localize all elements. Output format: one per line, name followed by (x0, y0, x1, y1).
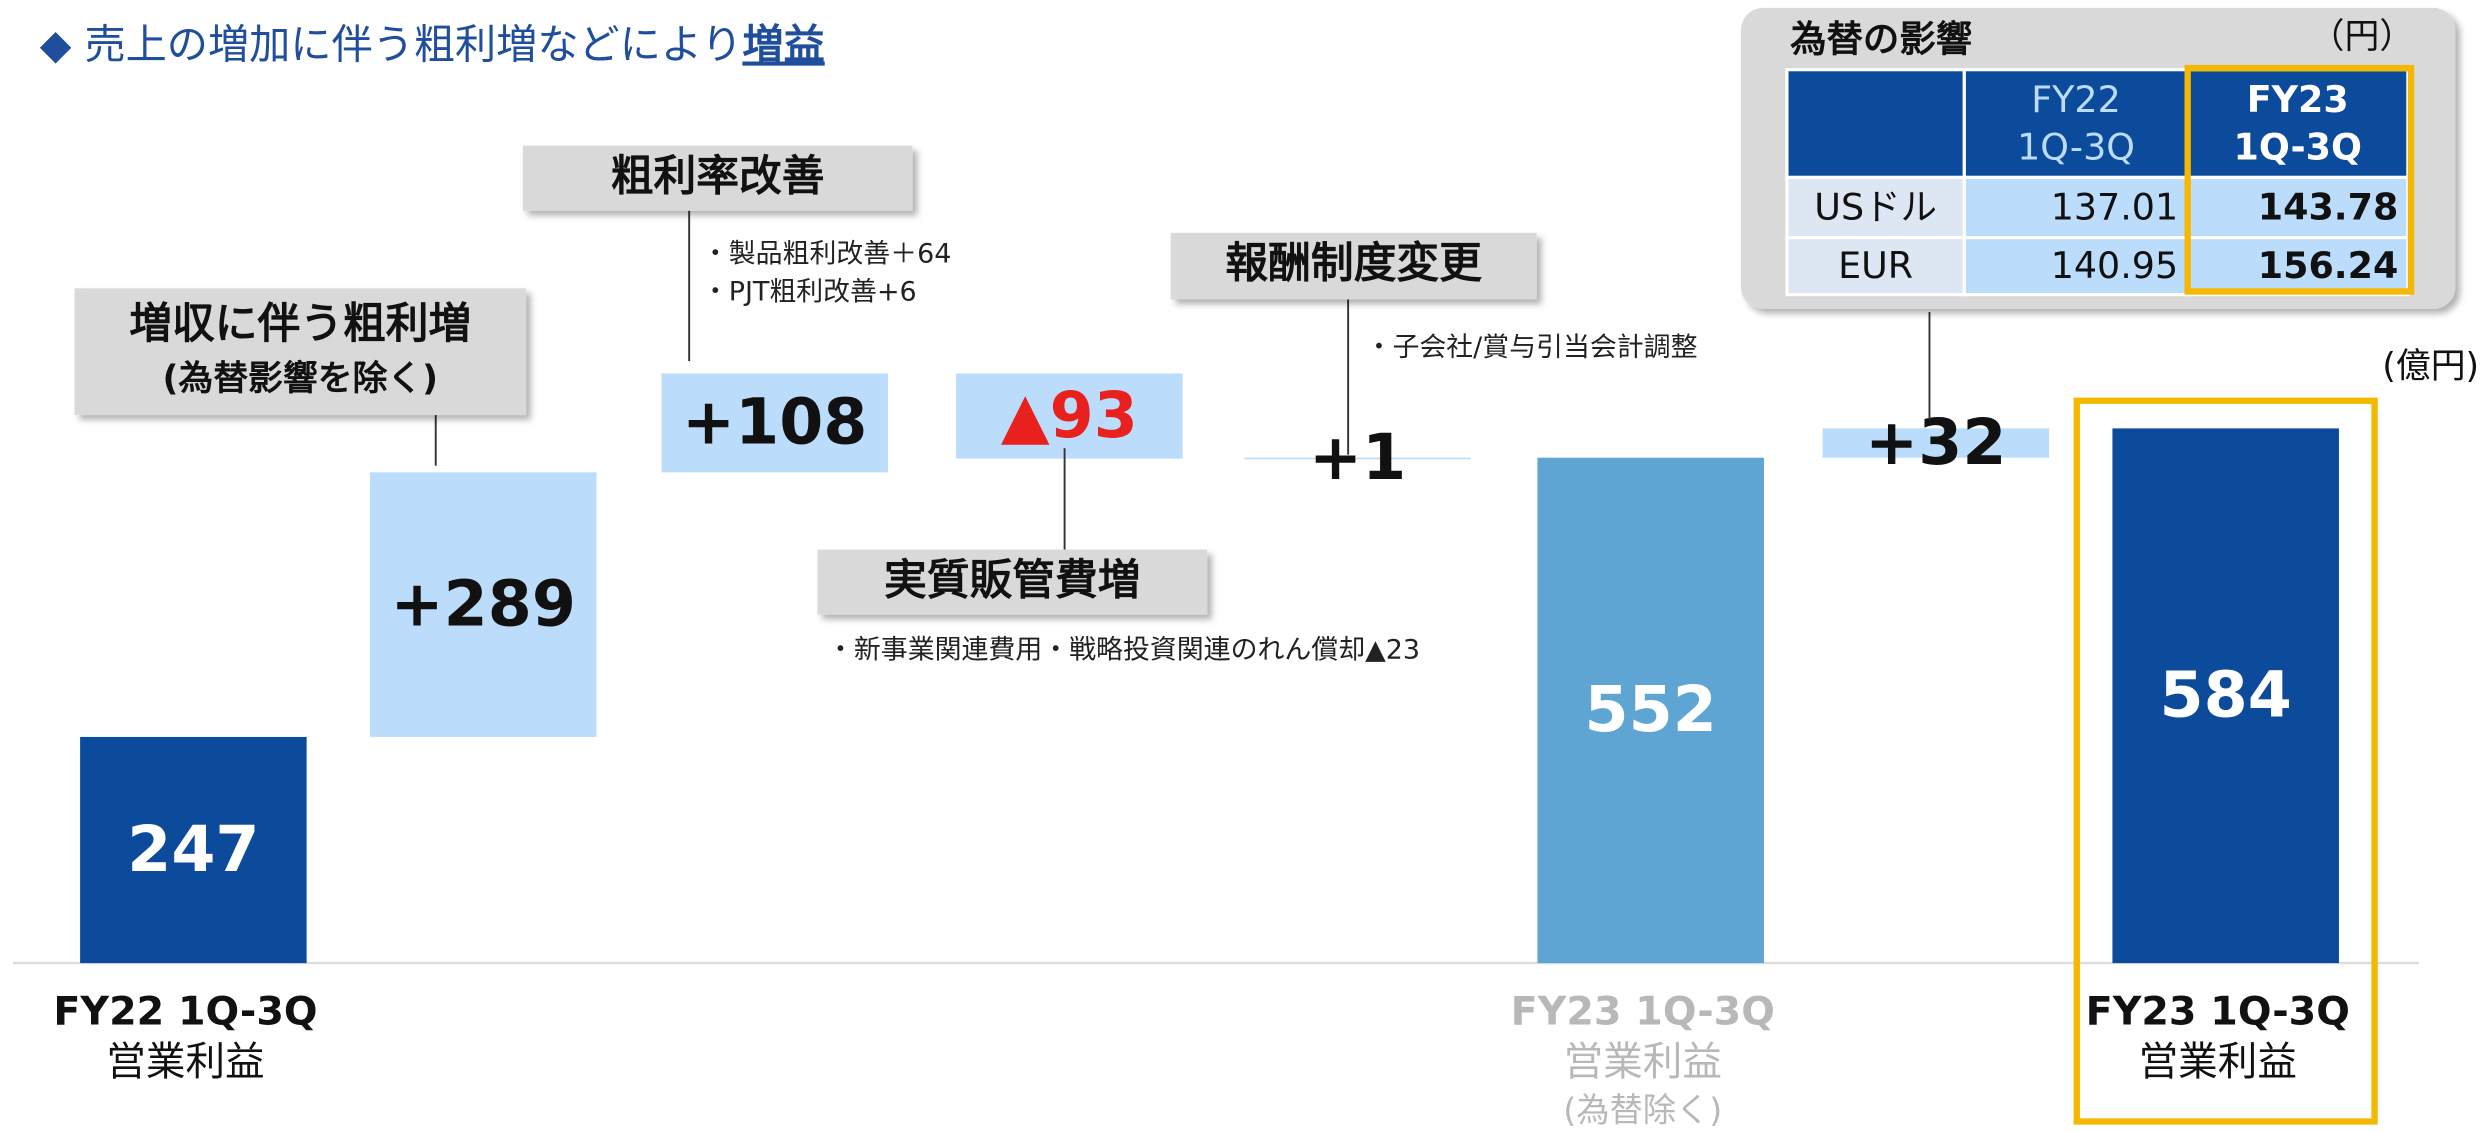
callout-note: ・PJT粗利改善+6 (702, 277, 917, 308)
callout-title: 粗利率改善 (611, 151, 825, 201)
callout-title: 実質販管費増 (884, 555, 1140, 605)
column-header: 1Q-3Q (2234, 125, 2362, 168)
headline: ◆ 売上の増加に伴う粗利増などにより増益 (40, 21, 825, 69)
bar (1244, 457, 1471, 460)
table-value: 137.01 (2051, 186, 2178, 229)
x-tick-label: FY23 1Q-3Q (1511, 988, 1775, 1034)
headline-emphasis: 増益 (742, 21, 824, 69)
bar (1537, 457, 1764, 964)
table-value: 140.95 (2051, 244, 2178, 287)
column-header: FY22 (2031, 78, 2121, 121)
x-tick-note: (為替除く) (1563, 1090, 1722, 1129)
bar (80, 736, 307, 964)
bar (1822, 428, 2050, 458)
table-highlight (2184, 64, 2415, 295)
value-label: +1 (1309, 420, 1406, 494)
table-cell (1785, 236, 1966, 297)
table-value: 143.78 (2258, 186, 2399, 229)
callout-note: ・製品粗利改善＋64 (702, 239, 952, 270)
bar (369, 472, 597, 737)
callout-box (74, 288, 527, 416)
headline-text: ◆ 売上の増加に伴う粗利増などにより (40, 21, 743, 69)
value-label: 552 (1585, 672, 1717, 746)
value-label: 584 (2160, 657, 2292, 731)
callout-note: ・新事業関連費用・戦略投資関連のれん償却▲23 (827, 635, 1420, 666)
callout-box (522, 145, 913, 211)
x-tick-sublabel: 営業利益 (106, 1039, 264, 1085)
row-label: USドル (1814, 186, 1937, 229)
table-title: 為替の影響 (1790, 18, 1972, 61)
table-value: 156.24 (2258, 244, 2399, 287)
callout-box (1170, 232, 1537, 300)
row-label: EUR (1838, 244, 1913, 287)
bar (2112, 428, 2339, 964)
callout-title: 増収に伴う粗利増 (129, 299, 471, 349)
value-label: +32 (1865, 405, 2006, 479)
callout-title: 報酬制度変更 (1225, 239, 1482, 289)
header-cell (1785, 68, 1966, 179)
x-tick-label: FY23 1Q-3Q (2086, 988, 2350, 1034)
highlight-frame (2073, 397, 2378, 1125)
x-tick-sublabel: 営業利益 (1564, 1039, 1722, 1085)
callout-box (817, 549, 1208, 615)
column-header: FY23 (2247, 78, 2349, 121)
table-cell (2186, 175, 2410, 240)
callout-subtitle: (為替影響を除く) (162, 358, 438, 399)
table-cell (1785, 175, 1966, 240)
column-header: 1Q-3Q (2017, 125, 2135, 168)
value-label: +108 (682, 385, 867, 459)
value-label: +289 (391, 566, 576, 640)
callout-note: ・子会社/賞与引当会計調整 (1366, 332, 1698, 363)
bar (661, 373, 888, 473)
table-cell (1962, 236, 2190, 297)
table-unit: （円） (2310, 17, 2415, 57)
unit-label: (億円) (2382, 346, 2479, 386)
x-tick-sublabel: 営業利益 (2139, 1039, 2297, 1085)
bar (956, 373, 1183, 459)
x-tick-label: FY22 1Q-3Q (53, 988, 317, 1034)
value-label: ▲93 (1001, 378, 1138, 452)
value-label: 247 (127, 812, 259, 886)
